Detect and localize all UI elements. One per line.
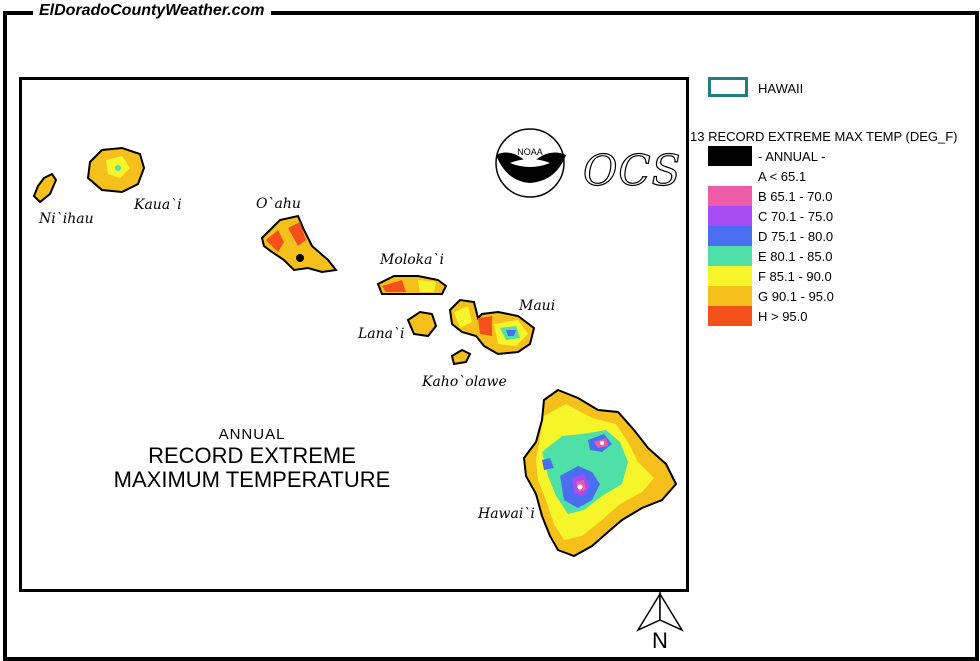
legend-label: B 65.1 - 70.0 (758, 189, 833, 204)
island-maui (448, 298, 536, 356)
legend-title: 13 RECORD EXTREME MAX TEMP (DEG_F) (690, 129, 958, 144)
legend-swatch (708, 306, 752, 326)
island-molokai (376, 275, 448, 295)
region-label: HAWAII (758, 81, 804, 96)
legend-swatch (708, 186, 752, 206)
map-panel: Ni`ihau Kaua`i O`ahu Moloka`i Lana`i Mau… (19, 77, 689, 592)
legend-swatch (708, 206, 752, 226)
north-label: N (652, 628, 668, 653)
ocs-logo-text: OCS (582, 145, 682, 195)
legend-label: C 70.1 - 75.0 (758, 209, 834, 224)
noaa-logo-text: NOAA (517, 147, 543, 157)
legend-swatch (708, 146, 752, 166)
island-kauai (86, 146, 146, 194)
legend-label: D 75.1 - 80.0 (758, 229, 834, 244)
legend-swatch (708, 246, 752, 266)
island-hawaii (522, 388, 678, 558)
label-niihau: Ni`ihau (39, 211, 94, 227)
label-molokai: Moloka`i (380, 252, 444, 268)
legend-label: A < 65.1 (758, 169, 807, 184)
legend-swatch (708, 266, 752, 286)
legend-label: E 80.1 - 85.0 (758, 249, 833, 264)
label-kauai: Kaua`i (134, 197, 182, 213)
legend-swatch (708, 166, 752, 186)
island-kahoolawe (450, 348, 472, 366)
legend-label: F 85.1 - 90.0 (758, 269, 832, 284)
hawaii-map (32, 146, 678, 558)
label-hawaii: Hawai`i (478, 506, 535, 522)
north-arrow-icon (636, 592, 684, 632)
island-niihau (32, 172, 58, 204)
legend-label: H > 95.0 (758, 309, 808, 324)
label-lanai: Lana`i (358, 326, 405, 342)
legend-swatch (708, 226, 752, 246)
site-title: ElDoradoCountyWeather.com (33, 2, 271, 20)
label-kahoolawe: Kaho`olawe (422, 374, 507, 390)
legend-swatch (708, 286, 752, 306)
map-title-max-temperature: MAXIMUM TEMPERATURE (113, 467, 391, 492)
noaa-logo: NOAA (495, 128, 566, 198)
map-title-annual: ANNUAL (218, 426, 286, 443)
label-oahu: O`ahu (256, 196, 301, 212)
legend-label: G 90.1 - 95.0 (758, 289, 834, 304)
island-lanai (406, 310, 438, 338)
legend-label: - ANNUAL - (758, 149, 826, 164)
region-swatch (708, 77, 748, 97)
map-title-record-extreme: RECORD EXTREME (148, 443, 356, 468)
island-oahu (260, 214, 338, 274)
label-maui: Maui (519, 298, 556, 314)
